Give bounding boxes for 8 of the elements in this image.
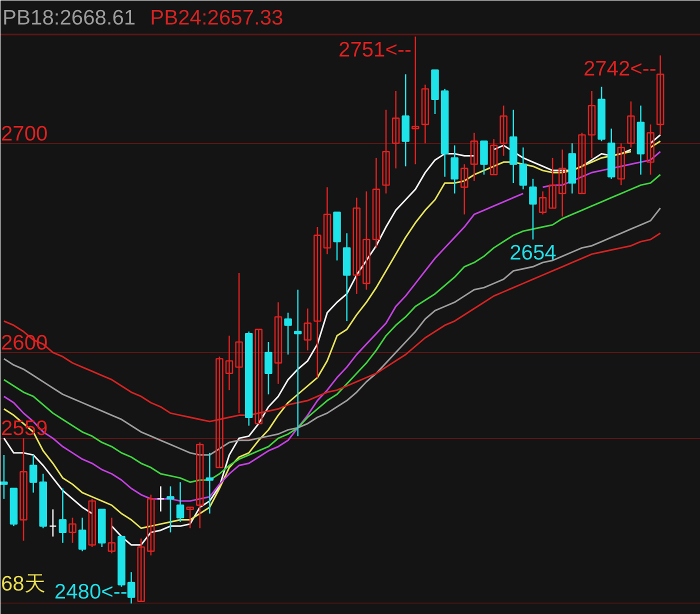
text: 2751<-- (338, 38, 412, 62)
text: 2654 (510, 242, 556, 265)
text: PB18:2668.61 (2, 6, 136, 30)
text: 2480<-- (54, 580, 128, 604)
y-tick-label: 2700 (0, 122, 48, 146)
annotation: 68天 (0, 572, 46, 596)
text: PB24:2657.33 (150, 6, 284, 30)
text: 2742<-- (583, 57, 656, 80)
